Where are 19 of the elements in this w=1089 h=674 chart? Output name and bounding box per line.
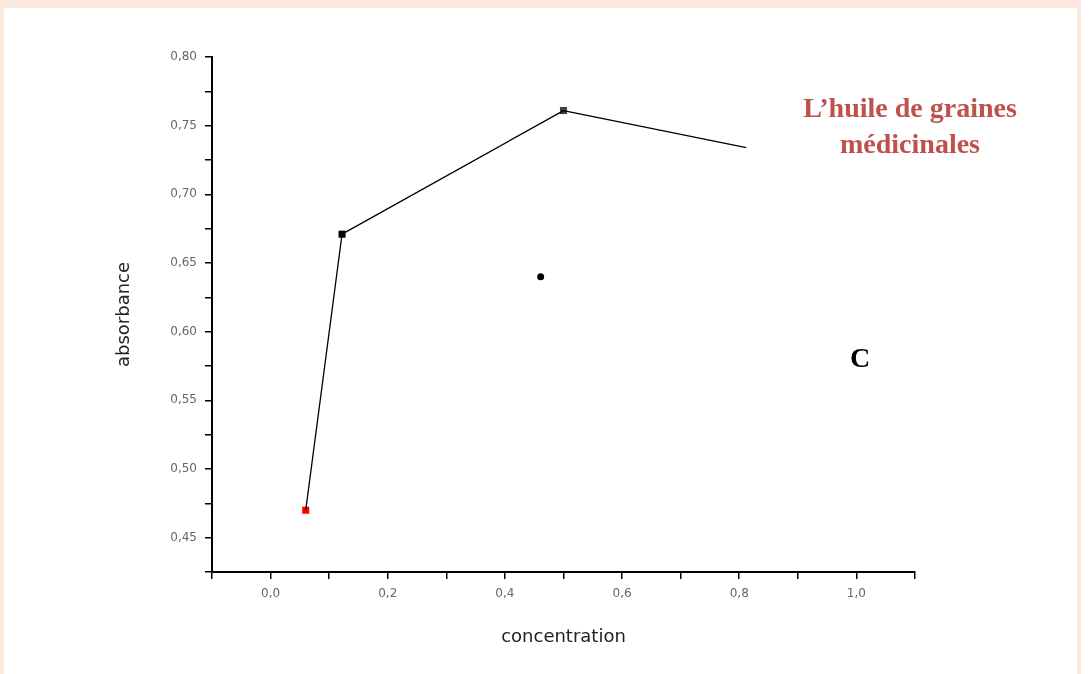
x-tick-label: 1,0 (846, 586, 866, 601)
x-tick-label: 0,6 (612, 586, 632, 601)
x-tick-label: 0,2 (378, 586, 398, 601)
x-axis-title: concentration (501, 624, 626, 646)
annotation: L’huile de graines médicinales (802, 91, 1018, 161)
y-tick-label: 0,65 (170, 255, 197, 270)
point (537, 273, 545, 281)
y-tick-label: 0,55 (170, 392, 197, 407)
x-tick-label: 0,4 (495, 586, 515, 601)
y-tick-label: 0,75 (170, 117, 197, 132)
y-tick-label: 0,60 (170, 323, 197, 338)
annotation: C (848, 341, 872, 375)
x-tick-label: 0,0 (261, 586, 281, 601)
x-tick-label: 0,8 (729, 586, 749, 601)
y-tick-label: 0,80 (170, 49, 197, 64)
y-tick-label: 0,70 (170, 186, 197, 201)
y-axis-title: absorbance (112, 261, 134, 368)
y-tick-label: 0,45 (170, 529, 197, 544)
y-tick-label: 0,50 (170, 461, 197, 476)
